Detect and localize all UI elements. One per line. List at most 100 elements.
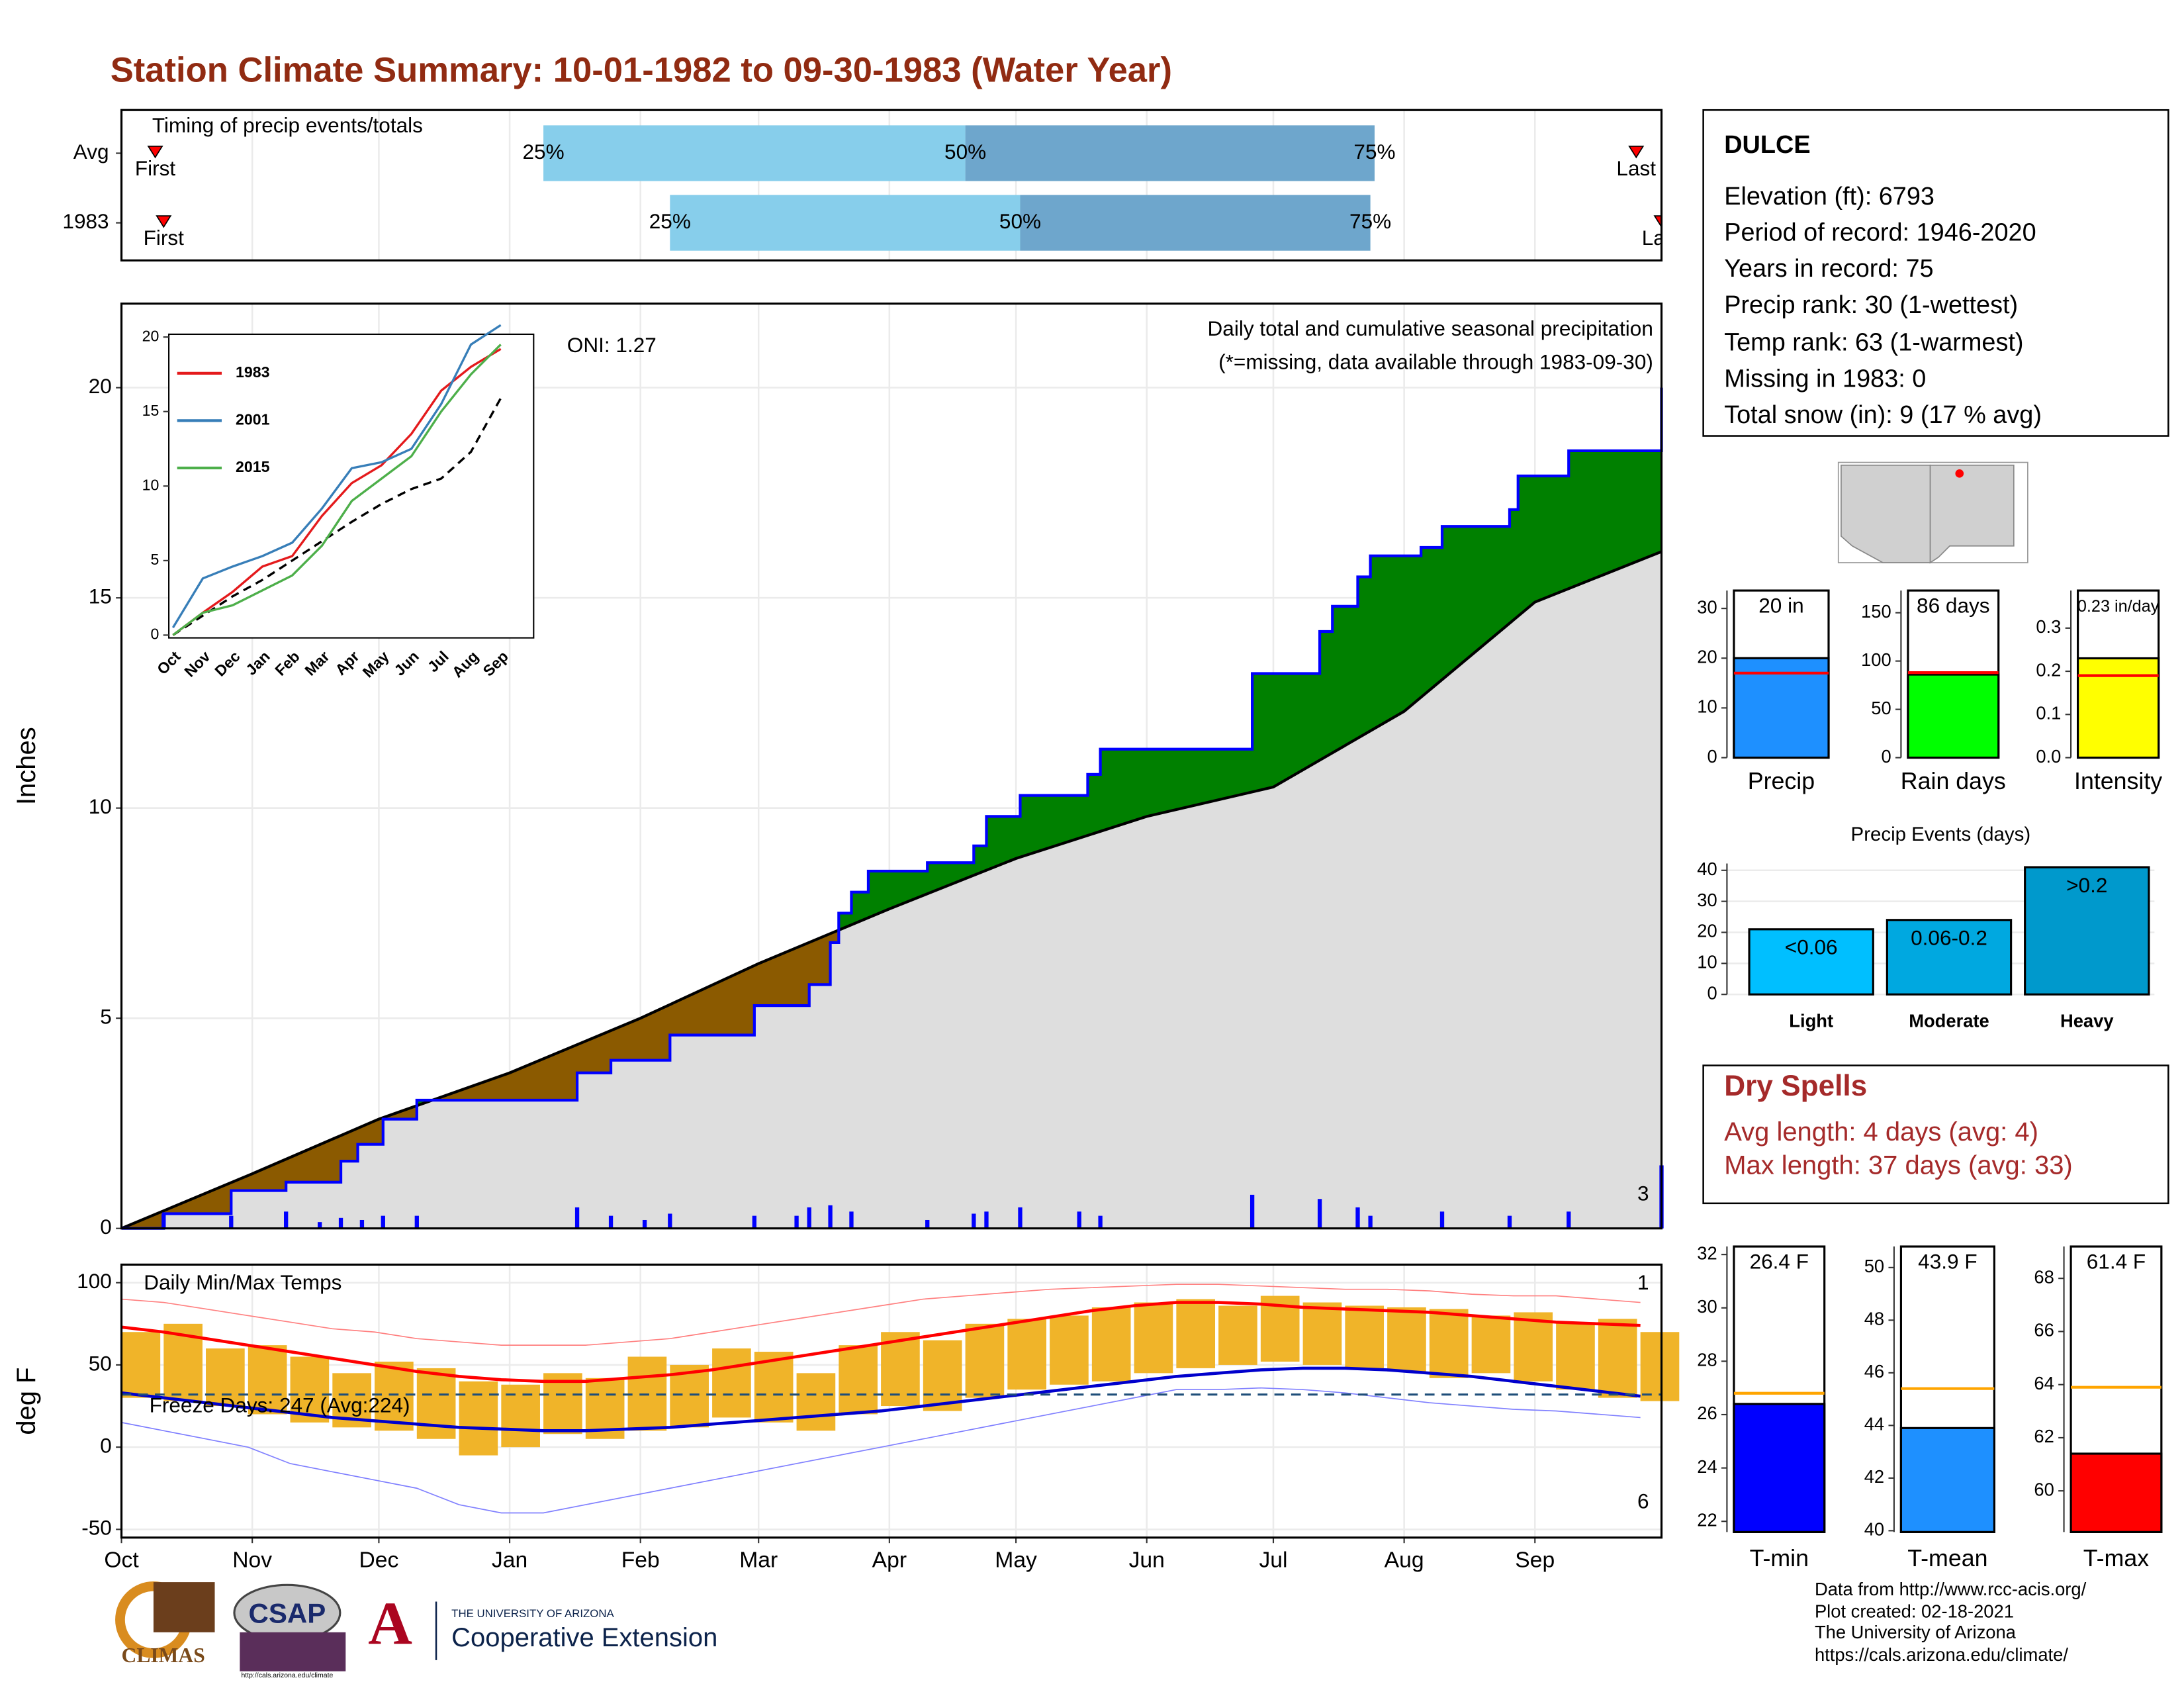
- chart-title: Precip Events (days): [1851, 823, 2031, 845]
- y-tick-label: 50: [1864, 1256, 1884, 1276]
- y-tick-label: 62: [2034, 1426, 2054, 1446]
- station-line: Precip rank: 30 (1-wettest): [1724, 291, 2018, 319]
- y-tick-label: 0: [1881, 746, 1891, 767]
- quartile-label: 50%: [999, 209, 1041, 233]
- daily-bar: [161, 1213, 166, 1229]
- y-tick-label: 22: [1697, 1509, 1717, 1530]
- event-label: First: [135, 156, 176, 180]
- x-tick-label: May: [995, 1548, 1037, 1572]
- inset-bg: [168, 333, 535, 639]
- y-tick-label: 100: [77, 1269, 112, 1293]
- observed-line: [121, 387, 1663, 1230]
- temp-bar: [965, 1323, 1005, 1398]
- quartile-bar: [543, 125, 966, 181]
- temp-bar: [1471, 1315, 1511, 1374]
- y-tick-label: 20: [1697, 646, 1717, 667]
- x-tick-label: Dec: [359, 1548, 399, 1572]
- footer-line: Plot created: 02-18-2021: [1815, 1601, 2014, 1622]
- page-title: Station Climate Summary: 10-01-1982 to 0…: [111, 50, 1172, 89]
- timing-rows: 25% 50% 75% First Last 25% 50% 75% First Last: [135, 125, 1682, 251]
- station-box: [1702, 109, 2169, 437]
- temp-bar: [248, 1345, 287, 1415]
- bin-label: 0.06-0.2: [1911, 926, 1987, 950]
- station-line: Temp rank: 63 (1-warmest): [1724, 329, 2023, 357]
- legend-label: 2001: [236, 411, 270, 428]
- y-tick-label: 0.2: [2036, 659, 2061, 680]
- event-label: Last: [1642, 226, 1682, 250]
- record-max-line: [121, 1284, 1641, 1346]
- daily-bar: [668, 1213, 672, 1229]
- freeze-label: Freeze Days: 247 (Avg:224): [150, 1393, 410, 1417]
- daily-bar: [1098, 1215, 1103, 1229]
- y-tick-label: 42: [1864, 1466, 1884, 1487]
- station-name: DULCE: [1724, 131, 1810, 159]
- temp-bar: [121, 1332, 161, 1398]
- legend-label: 1983: [236, 363, 270, 381]
- x-tick-label: Oct: [104, 1548, 139, 1572]
- y-tick-label: 0.3: [2036, 616, 2061, 637]
- temp-bar: [1556, 1322, 1595, 1390]
- y-tick-label: 10: [1697, 696, 1717, 717]
- value-label: 26.4 F: [1750, 1250, 1809, 1274]
- y-tick-label: 66: [2034, 1320, 2054, 1340]
- y-tick-label: 10: [1697, 952, 1717, 972]
- daily-bar: [359, 1219, 365, 1229]
- daily-bar: [338, 1217, 343, 1229]
- daily-bar: [972, 1213, 976, 1229]
- x-tick-label: Jun: [1129, 1548, 1165, 1572]
- y-tick-label: 20: [1697, 921, 1717, 941]
- x-tick-label: Jul: [1259, 1548, 1287, 1572]
- daily-bar: [1018, 1207, 1023, 1229]
- y-tick-label: 15: [89, 585, 112, 608]
- y-tick-label: 1983: [62, 209, 109, 233]
- y-tick-label: 40: [1864, 1519, 1884, 1540]
- y-axis-title: deg F: [12, 1367, 41, 1434]
- daily-bar: [381, 1215, 385, 1229]
- y-tick-label: 46: [1864, 1361, 1884, 1382]
- y-tick-label: 10: [89, 794, 112, 818]
- logos: CLIMAS CSAP http://cals.arizona.edu/clim…: [115, 1581, 717, 1679]
- y-tick-label: 50: [1871, 698, 1891, 718]
- value-label: 43.9 F: [1918, 1250, 1977, 1274]
- bar: [1886, 919, 2013, 996]
- quartile-label: 25%: [649, 209, 691, 233]
- x-tick-label: Nov: [232, 1548, 272, 1572]
- y-tick-label: -50: [81, 1516, 112, 1540]
- quartile-label: 75%: [1353, 140, 1395, 164]
- daily-bar: [925, 1219, 930, 1229]
- daily-bar: [284, 1211, 289, 1229]
- event-label: Last: [1616, 156, 1656, 180]
- daily-bar: [642, 1219, 647, 1229]
- normal-min-line: [121, 1366, 1641, 1432]
- y-tick-label: 0: [1707, 746, 1717, 767]
- temp-bar: [1091, 1307, 1131, 1382]
- y-tick-label: 26: [1697, 1403, 1717, 1423]
- y-tick-label: Avg: [73, 140, 109, 164]
- y-tick-label: 0: [150, 626, 159, 643]
- category-label: Rain days: [1901, 768, 2006, 794]
- timing-title: Timing of precip events/totals: [152, 113, 423, 137]
- x-tick-label: Feb: [621, 1548, 660, 1572]
- dry-spells-line: Max length: 37 days (avg: 33): [1724, 1151, 2073, 1180]
- y-tick-label: 28: [1697, 1350, 1717, 1370]
- low-count: 6: [1637, 1489, 1649, 1513]
- daily-bar: [229, 1215, 234, 1229]
- temp-bar: [923, 1340, 962, 1411]
- daily-bar: [984, 1211, 989, 1229]
- daily-bar: [828, 1205, 833, 1229]
- temp-bar: [839, 1345, 878, 1415]
- series-line: [172, 348, 502, 636]
- normal-max-line: [121, 1301, 1641, 1383]
- daily-bar: [1355, 1207, 1360, 1229]
- locator-map: [1837, 461, 2028, 564]
- bar: [2024, 866, 2150, 996]
- daily-bar: [1317, 1199, 1322, 1229]
- gauge-bar: [1733, 1403, 1826, 1533]
- y-tick-label: 48: [1864, 1309, 1884, 1329]
- daily-bar: [1507, 1215, 1512, 1229]
- footer-line: Data from http://www.rcc-acis.org/: [1815, 1579, 2087, 1599]
- y-tick-label: 0.1: [2036, 703, 2061, 724]
- station-dot: [1955, 469, 1964, 478]
